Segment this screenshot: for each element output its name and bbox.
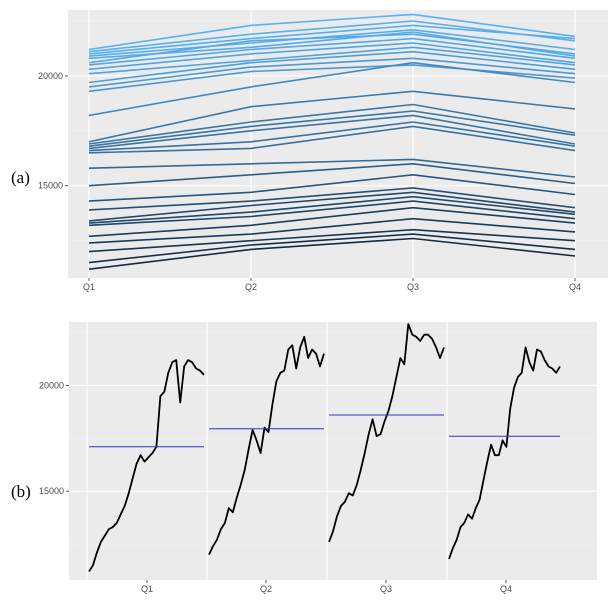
panel-b-x-tick-label: Q3	[380, 584, 392, 594]
panel-b-subseries-line	[208, 335, 325, 555]
panel-a-series-line	[88, 158, 576, 178]
panel-a-series-line	[88, 42, 576, 71]
panel-a-series-line	[88, 191, 576, 222]
panel-a-series-line	[88, 237, 576, 270]
panel-a-series-line	[88, 121, 576, 152]
panel-a-series-line	[88, 37, 576, 66]
panel-a-series-line	[88, 33, 576, 64]
panel-b-subseries-line	[328, 323, 445, 543]
panel-a-series-line	[88, 195, 576, 224]
chart-a: 15000 20000 Q1 Q2 Q3 Q4	[38, 10, 608, 292]
panel-b-x-tick-label: Q4	[500, 584, 512, 594]
panel-a-series-line	[88, 114, 576, 150]
panel-a-series-line	[88, 61, 576, 117]
panel-b-subseries-line	[88, 359, 205, 572]
panel-a-series-line	[88, 20, 576, 53]
panel-b-x-tick-label: Q1	[141, 584, 153, 594]
panel-a-y-tick-label: 20000	[38, 71, 63, 81]
panel-a-series-line	[88, 233, 576, 264]
panel-b-y-tick-label: 20000	[39, 380, 64, 390]
panel-a-series-line	[88, 64, 576, 93]
panel-a-background	[68, 10, 608, 278]
panel-a-series-line	[88, 90, 576, 143]
panel-a-series-line	[88, 200, 576, 227]
panel-b-background	[69, 322, 597, 580]
panel-a-series-line	[88, 206, 576, 238]
panel-b-x-tick-label: Q2	[260, 584, 272, 594]
panel-a-series-line	[88, 110, 576, 147]
panel-a-x-tick-label: Q2	[245, 282, 257, 292]
panel-a-series-line	[88, 50, 576, 84]
panel-a-y-tick-label: 15000	[38, 181, 63, 191]
panel-a-series-line	[88, 24, 576, 55]
panel-a-series-line	[88, 162, 576, 187]
panel-a-series-line	[88, 103, 576, 145]
chart-b: 15000 20000 Q1 Q2 Q3 Q4	[39, 322, 597, 594]
panel-a-series-line	[88, 228, 576, 253]
panel-b-subseries-line	[448, 346, 561, 560]
panel-a-x-tick-label: Q3	[407, 282, 419, 292]
panel-a-label: (a)	[11, 168, 30, 187]
panel-b-y-tick-label: 15000	[39, 486, 64, 496]
panel-a-series-line	[88, 46, 576, 75]
panel-a-series-line	[88, 187, 576, 211]
panel-a-series-line	[88, 28, 576, 57]
panel-a-x-tick-label: Q4	[569, 282, 581, 292]
panel-a-series-line	[88, 125, 576, 154]
panel-a-series-line	[88, 217, 576, 244]
panel-a-series-line	[88, 173, 576, 202]
panel-b-label: (b)	[11, 482, 31, 501]
panel-a-series-line	[88, 13, 576, 51]
panel-a-x-tick-label: Q1	[83, 282, 95, 292]
panel-a-series-line	[88, 57, 576, 88]
